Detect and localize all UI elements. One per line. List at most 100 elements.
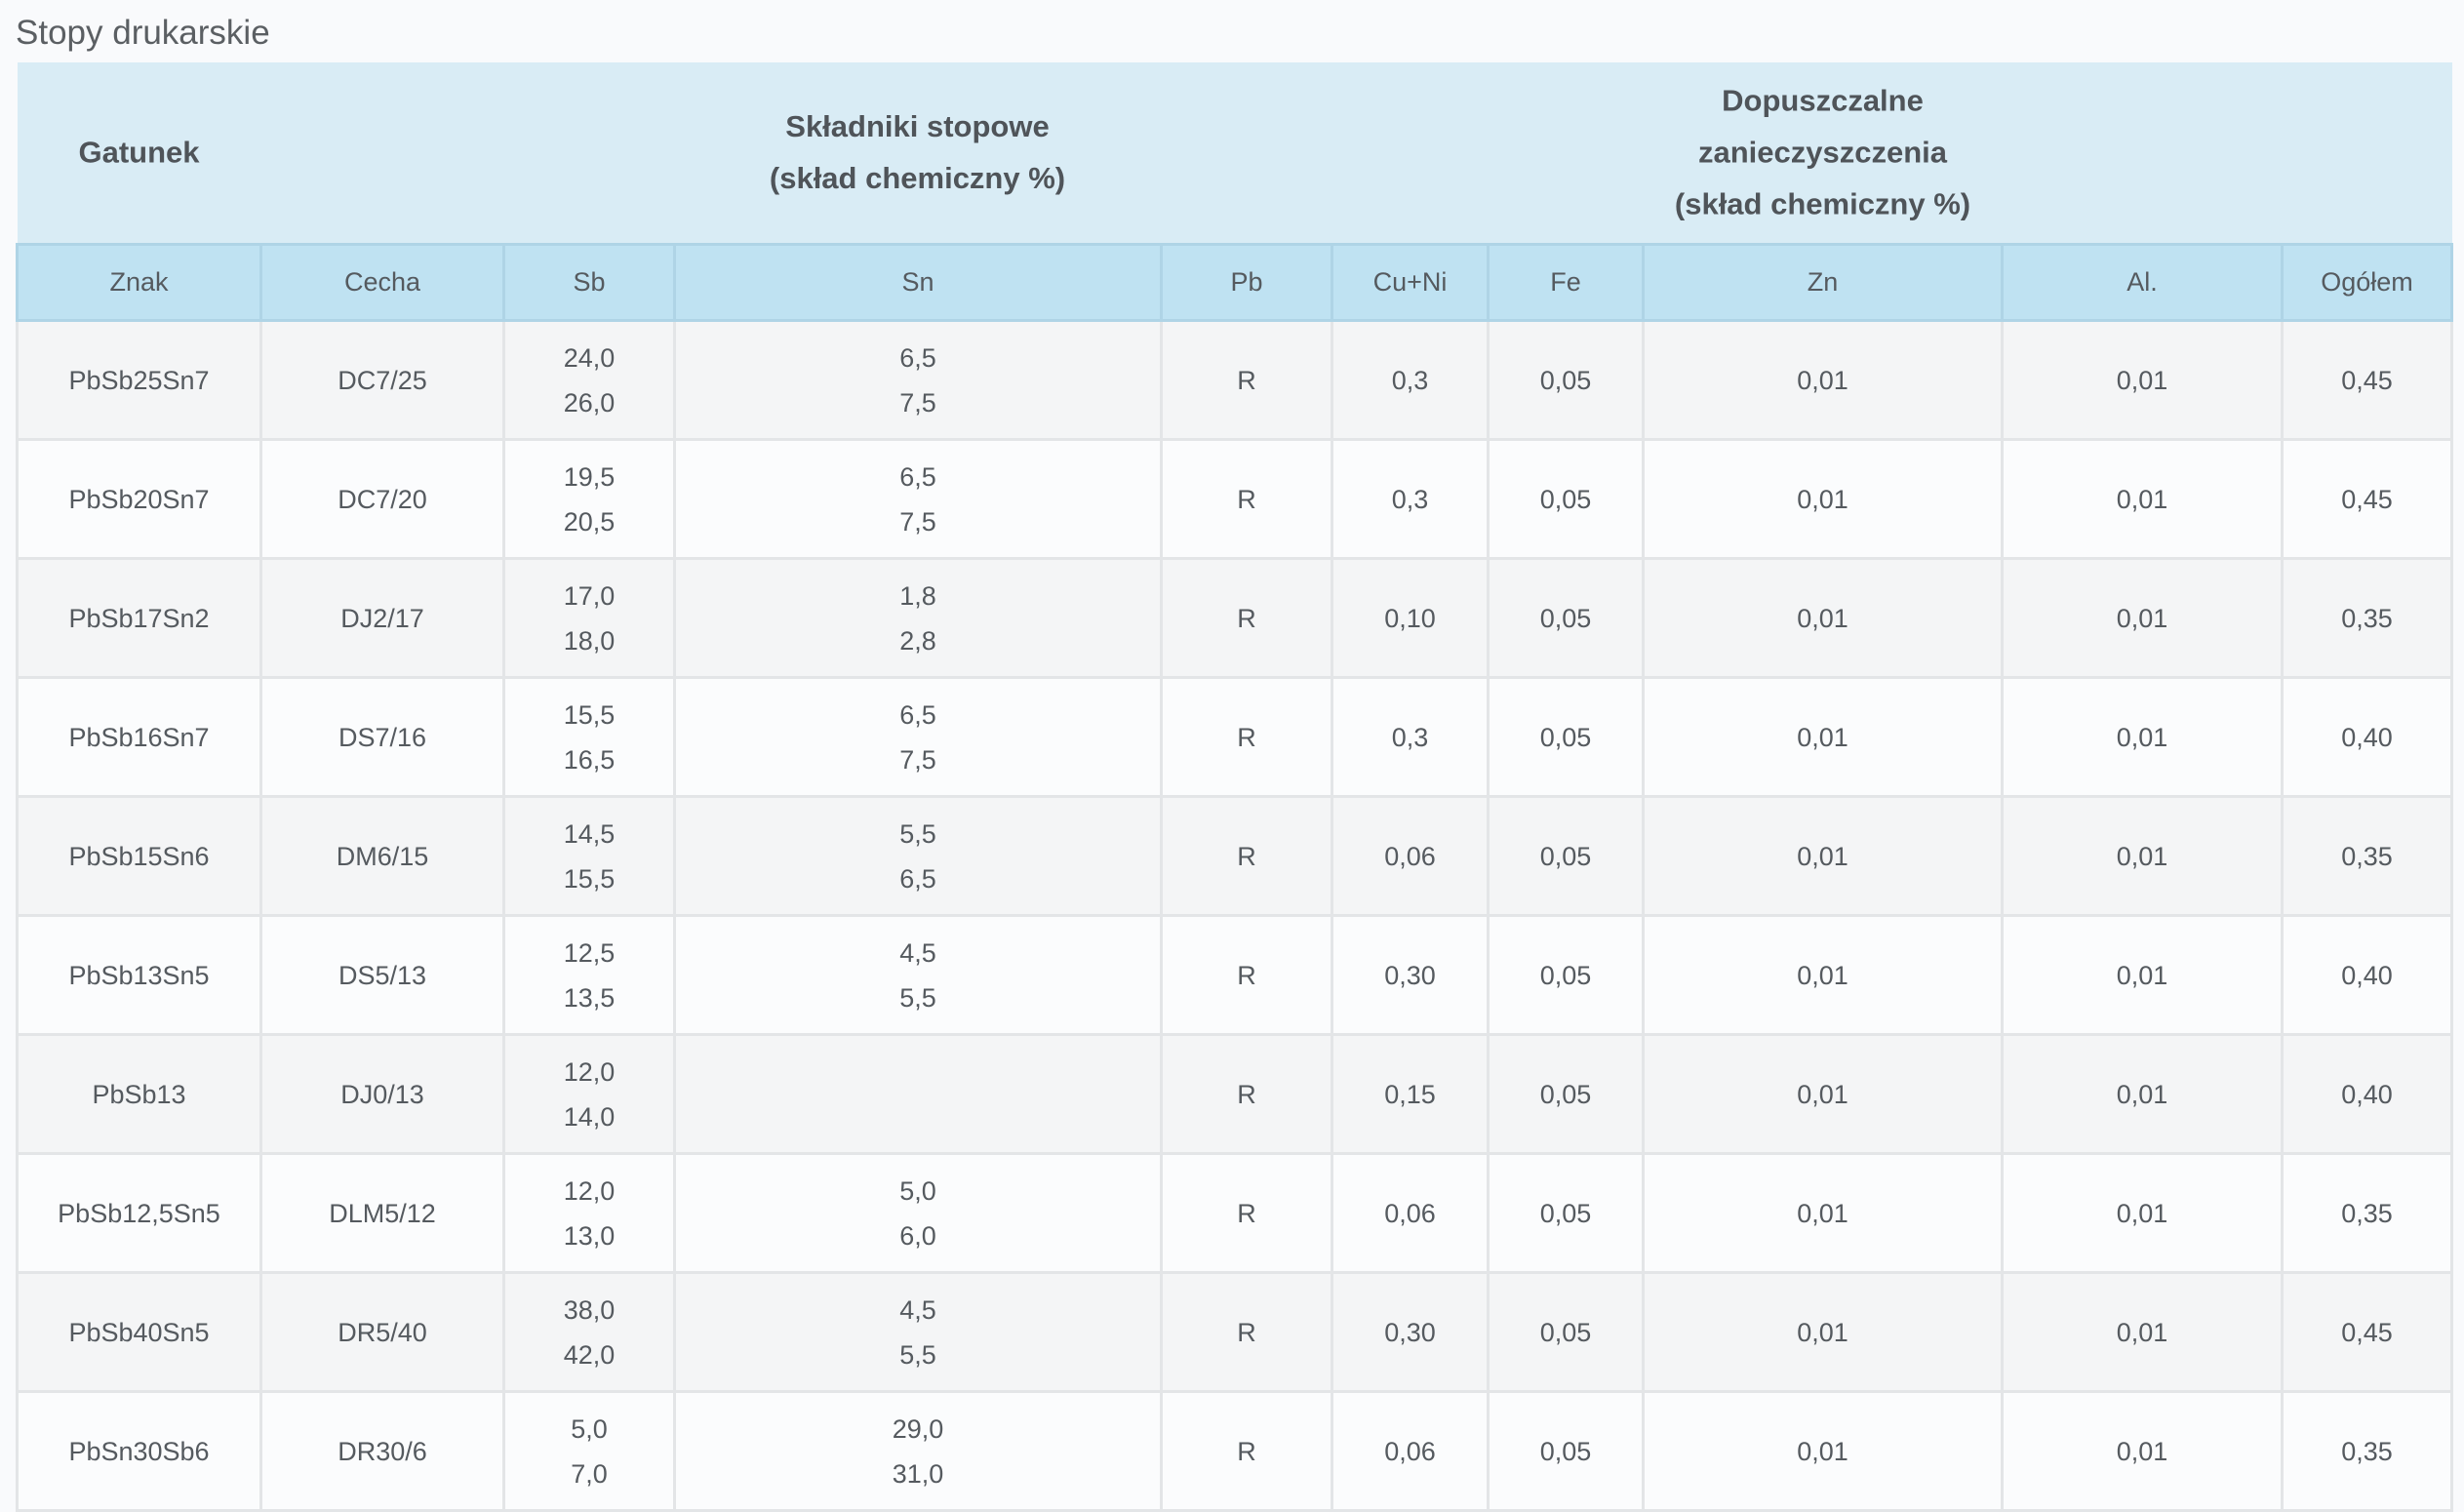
cell-sn-max: 2,8	[899, 625, 936, 656]
column-header: Ogółem	[2281, 243, 2453, 322]
cell-zn: 0,01	[1642, 676, 2004, 798]
cell-cuni: 0,06	[1331, 1390, 1490, 1512]
cell-znak: PbSb40Sn5	[16, 1271, 262, 1393]
cell-ogolem: 0,40	[2281, 914, 2453, 1036]
column-header: Zn	[1642, 243, 2004, 322]
cell-sb: 12,5 13,5	[502, 914, 676, 1036]
cell-sn-min: 5,5	[899, 818, 936, 849]
cell-fe: 0,05	[1487, 319, 1645, 441]
cell-sb-min: 5,0	[571, 1413, 608, 1444]
cell-sb-max: 15,5	[563, 863, 616, 894]
cell-pb: R	[1160, 1152, 1333, 1274]
table-row: PbSn30Sb6 DR30/6 5,0 7,0 29,0 31,0 R 0,06 0,05 0,…	[16, 1390, 2453, 1512]
cell-ogolem: 0,35	[2281, 1152, 2453, 1274]
header-zanieczyszczenia: Dopuszczalne zanieczyszczenia (skład che…	[1675, 75, 1970, 230]
cell-sn-max: 7,5	[899, 506, 936, 537]
cell-sn-max: 7,5	[899, 744, 936, 775]
column-header: Cecha	[259, 243, 505, 322]
cell-cecha: DM6/15	[259, 795, 505, 917]
cell-al: 0,01	[2001, 1033, 2284, 1155]
cell-sb: 5,0 7,0	[502, 1390, 676, 1512]
cell-sn-min: 6,5	[899, 699, 936, 730]
table-row: PbSb15Sn6 DM6/15 14,5 15,5 5,5 6,5 R 0,06 0,05 0,…	[16, 795, 2453, 917]
cell-fe: 0,05	[1487, 1271, 1645, 1393]
cell-sn: 6,5 7,5	[673, 438, 1163, 560]
cell-sn-max: 6,5	[899, 863, 936, 894]
cell-sb-max: 14,0	[563, 1101, 616, 1132]
cell-fe: 0,05	[1487, 438, 1645, 560]
cell-pb: R	[1160, 319, 1333, 441]
cell-sb-min: 14,5	[563, 818, 616, 849]
cell-ogolem: 0,45	[2281, 438, 2453, 560]
cell-fe: 0,05	[1487, 557, 1645, 679]
cell-ogolem: 0,45	[2281, 1271, 2453, 1393]
table-row: PbSb25Sn7 DC7/25 24,0 26,0 6,5 7,5 R 0,3 0,05 0,0…	[16, 319, 2453, 441]
cell-sn: 1,8 2,8	[673, 557, 1163, 679]
cell-ogolem: 0,40	[2281, 1033, 2453, 1155]
cell-fe: 0,05	[1487, 1152, 1645, 1274]
cell-sn	[673, 1033, 1163, 1155]
cell-sn: 5,5 6,5	[673, 795, 1163, 917]
cell-sn-min: 4,5	[899, 1294, 936, 1325]
header-gatunek: Gatunek	[78, 135, 200, 170]
column-header-row: Znak Cecha Sb Sn Pb Cu+Ni Fe Zn Al. Ogółem	[16, 243, 2453, 322]
cell-sb-min: 38,0	[563, 1294, 616, 1325]
cell-al: 0,01	[2001, 1390, 2284, 1512]
table-row: PbSb16Sn7 DS7/16 15,5 16,5 6,5 7,5 R 0,3 0,05 0,0…	[16, 676, 2453, 798]
cell-al: 0,01	[2001, 557, 2284, 679]
cell-sn: 4,5 5,5	[673, 1271, 1163, 1393]
column-header: Znak	[16, 243, 262, 322]
group-header-row: Gatunek Składniki stopowe (skład chemicz…	[17, 62, 2452, 245]
cell-sn-min: 6,5	[899, 461, 936, 492]
cell-zn: 0,01	[1642, 1390, 2004, 1512]
cell-sb-min: 12,5	[563, 937, 616, 968]
table-row: PbSb40Sn5 DR5/40 38,0 42,0 4,5 5,5 R 0,30 0,05 0,…	[16, 1271, 2453, 1393]
table-row: PbSb17Sn2 DJ2/17 17,0 18,0 1,8 2,8 R 0,10 0,05 0,…	[16, 557, 2453, 679]
cell-sn: 5,0 6,0	[673, 1152, 1163, 1274]
table-row: PbSb20Sn7 DC7/20 19,5 20,5 6,5 7,5 R 0,3 0,05 0,0…	[16, 438, 2453, 560]
cell-ogolem: 0,35	[2281, 795, 2453, 917]
cell-znak: PbSb20Sn7	[16, 438, 262, 560]
cell-sb-max: 18,0	[563, 625, 616, 656]
cell-cecha: DJ0/13	[259, 1033, 505, 1155]
cell-al: 0,01	[2001, 438, 2284, 560]
header-zanieczyszczenia-line: (skład chemiczny %)	[1674, 186, 1971, 221]
cell-sb: 17,0 18,0	[502, 557, 676, 679]
cell-cecha: DC7/25	[259, 319, 505, 441]
cell-zn: 0,01	[1642, 319, 2004, 441]
cell-sb-min: 12,0	[563, 1056, 616, 1087]
cell-cuni: 0,3	[1331, 676, 1490, 798]
cell-ogolem: 0,45	[2281, 319, 2453, 441]
cell-al: 0,01	[2001, 914, 2284, 1036]
cell-cecha: DR5/40	[259, 1271, 505, 1393]
cell-fe: 0,05	[1487, 1033, 1645, 1155]
cell-zn: 0,01	[1642, 795, 2004, 917]
cell-cuni: 0,06	[1331, 795, 1490, 917]
table-row: PbSb13Sn5 DS5/13 12,5 13,5 4,5 5,5 R 0,30 0,05 0,…	[16, 914, 2453, 1036]
cell-al: 0,01	[2001, 319, 2284, 441]
cell-cuni: 0,3	[1331, 438, 1490, 560]
cell-sb-max: 16,5	[563, 744, 616, 775]
cell-ogolem: 0,35	[2281, 557, 2453, 679]
alloy-table: Gatunek Składniki stopowe (skład chemicz…	[16, 62, 2453, 1512]
cell-zn: 0,01	[1642, 1033, 2004, 1155]
cell-cuni: 0,3	[1331, 319, 1490, 441]
cell-znak: PbSn30Sb6	[16, 1390, 262, 1512]
cell-sb: 15,5 16,5	[502, 676, 676, 798]
column-header: Pb	[1160, 243, 1333, 322]
cell-sb-min: 19,5	[563, 461, 616, 492]
header-zanieczyszczenia-line: Dopuszczalne	[1722, 83, 1924, 118]
cell-cuni: 0,30	[1331, 1271, 1490, 1393]
cell-sb-max: 20,5	[563, 506, 616, 537]
cell-pb: R	[1160, 914, 1333, 1036]
cell-fe: 0,05	[1487, 914, 1645, 1036]
cell-al: 0,01	[2001, 1271, 2284, 1393]
cell-sn-min: 29,0	[892, 1413, 944, 1444]
cell-sn-max: 31,0	[892, 1458, 944, 1489]
cell-sn-max	[677, 1094, 1159, 1139]
header-skladniki-line: (skład chemiczny %)	[769, 161, 1066, 195]
cell-ogolem: 0,35	[2281, 1390, 2453, 1512]
cell-sn-min: 6,5	[899, 342, 936, 373]
cell-sn-max: 5,5	[899, 982, 936, 1013]
cell-fe: 0,05	[1487, 1390, 1645, 1512]
